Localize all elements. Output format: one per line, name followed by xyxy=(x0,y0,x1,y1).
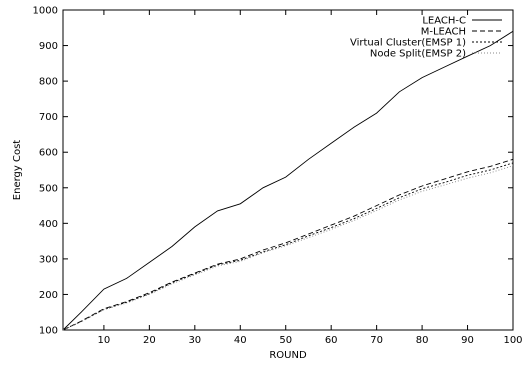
series-line-1 xyxy=(62,30,514,331)
x-tick-label: 100 xyxy=(503,335,522,346)
y-tick-label: 300 xyxy=(39,254,58,265)
y-tick-label: 100 xyxy=(39,326,58,337)
x-tick-label: 80 xyxy=(416,335,429,346)
series-line-2 xyxy=(62,158,514,331)
series-line-3 xyxy=(62,162,514,331)
plot-frame xyxy=(62,9,514,331)
x-tick-label: 90 xyxy=(461,335,474,346)
y-tick-label: 600 xyxy=(39,148,58,159)
x-tick-label: 20 xyxy=(143,335,156,346)
x-tick-label: 70 xyxy=(370,335,383,346)
x-tick-label: 50 xyxy=(279,335,292,346)
x-tick-label: 60 xyxy=(325,335,338,346)
y-axis-title: Energy Cost xyxy=(12,140,23,200)
y-tick-label: 200 xyxy=(39,290,58,301)
x-tick-label: 40 xyxy=(234,335,247,346)
y-tick-label: 800 xyxy=(39,77,58,88)
y-tick-label: 700 xyxy=(39,112,58,123)
y-tick-label: 1000 xyxy=(33,6,58,17)
legend-label-2: M-LEACH xyxy=(421,27,466,38)
y-tick-label: 400 xyxy=(39,219,58,230)
series-line-4 xyxy=(62,165,514,331)
legend-label-4: Node Split(EMSP 2) xyxy=(370,49,466,60)
x-axis-title: ROUND xyxy=(269,350,307,361)
legend-label-3: Virtual Cluster(EMSP 1) xyxy=(350,38,466,49)
series-layer xyxy=(62,30,514,331)
x-tick-label: 30 xyxy=(188,335,201,346)
y-tick-label: 900 xyxy=(39,41,58,52)
y-tick-label: 500 xyxy=(39,183,58,194)
legend-label-1: LEACH-C xyxy=(422,16,466,27)
axis-ticks: 100 200 300 400 500 600 700 800 900 1000 10 20 30 40 5… xyxy=(33,6,523,347)
x-tick-label: 10 xyxy=(98,335,111,346)
